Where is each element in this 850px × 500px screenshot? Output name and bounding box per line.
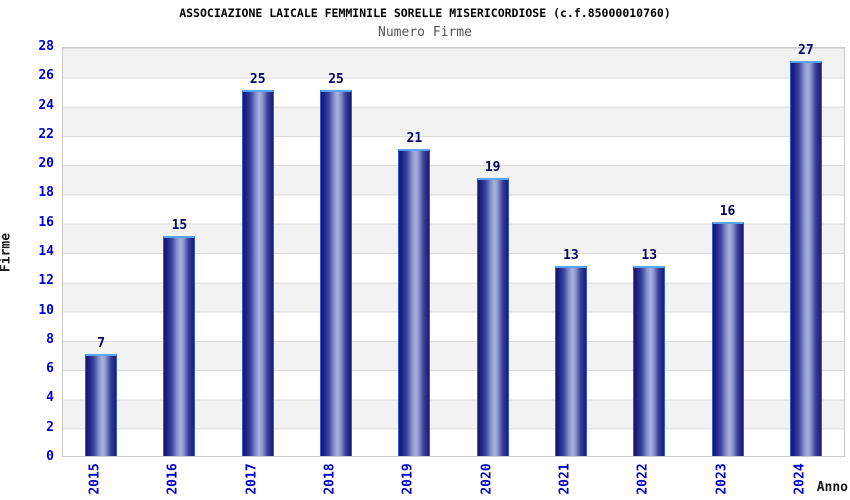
x-axis-title: Anno — [816, 480, 848, 495]
bar-value-label: 13 — [641, 247, 658, 263]
bar-2018 — [320, 89, 353, 456]
bar-2019 — [398, 148, 431, 456]
x-tick-label: 2020 — [479, 463, 495, 495]
bar-value-label: 7 — [97, 335, 106, 351]
bar-value-label: 13 — [563, 247, 579, 263]
chart-title: ASSOCIAZIONE LAICALE FEMMINILE SORELLE M… — [179, 6, 671, 20]
x-tick-label: 2021 — [557, 463, 573, 495]
bar-value-label: 19 — [484, 159, 501, 175]
x-tick-label: 2022 — [635, 463, 651, 495]
bar-value-label: 25 — [249, 71, 266, 87]
y-tick-label: 0 — [46, 449, 54, 464]
bar-value-label: 15 — [171, 218, 188, 234]
y-tick-label: 4 — [46, 390, 54, 406]
bar-2024 — [789, 60, 822, 456]
bar-2015 — [85, 353, 118, 456]
y-tick-label: 18 — [38, 185, 54, 201]
x-tick-label: 2016 — [165, 463, 181, 495]
y-tick-label: 26 — [38, 68, 54, 84]
y-tick-label: 14 — [38, 244, 54, 259]
y-tick-label: 24 — [38, 97, 54, 113]
y-tick-label: 6 — [46, 361, 54, 377]
chart-subtitle: Numero Firme — [378, 25, 472, 40]
x-tick-label: 2024 — [792, 463, 808, 495]
bar-2023 — [711, 221, 744, 456]
bar-value-label: 25 — [328, 71, 344, 87]
y-tick-label: 28 — [38, 39, 54, 54]
y-tick-label: 2 — [46, 419, 54, 435]
plot-area — [62, 47, 845, 457]
y-tick-label: 22 — [38, 126, 54, 142]
bar-value-label: 16 — [719, 203, 736, 219]
bar-2016 — [163, 236, 196, 456]
x-tick-label: 2023 — [714, 463, 730, 495]
x-tick-label: 2019 — [400, 463, 416, 495]
bar-2017 — [241, 89, 274, 456]
y-tick-label: 16 — [38, 214, 54, 230]
x-tick-label: 2017 — [244, 463, 260, 495]
y-tick-label: 8 — [46, 331, 54, 347]
bar-2022 — [633, 265, 666, 456]
bar-value-label: 21 — [406, 130, 423, 146]
y-tick-label: 10 — [38, 302, 54, 318]
bar-2020 — [476, 177, 509, 456]
x-tick-label: 2015 — [87, 463, 103, 495]
bar-value-label: 27 — [798, 42, 814, 58]
y-tick-label: 20 — [38, 156, 54, 172]
x-tick-label: 2018 — [322, 463, 338, 495]
y-tick-label: 12 — [38, 273, 54, 289]
bar-2021 — [554, 265, 587, 456]
